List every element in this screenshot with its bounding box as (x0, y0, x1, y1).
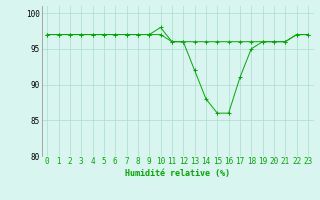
X-axis label: Humidité relative (%): Humidité relative (%) (125, 169, 230, 178)
